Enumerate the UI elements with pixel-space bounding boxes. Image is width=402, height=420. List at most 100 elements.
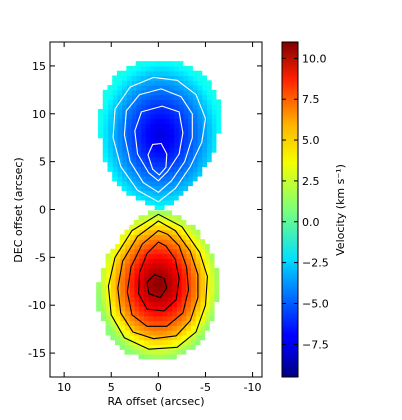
map-pixel (140, 94, 146, 101)
map-pixel (209, 267, 215, 274)
map-pixel (131, 65, 137, 72)
map-pixel (162, 267, 168, 274)
map-pixel (115, 272, 121, 279)
map-pixel (195, 267, 201, 274)
map-pixel (164, 176, 170, 182)
map-pixel (107, 152, 113, 158)
map-pixel (119, 330, 126, 336)
map-pixel (190, 263, 196, 269)
map-pixel (135, 94, 142, 101)
map-pixel (102, 123, 109, 129)
map-pixel (112, 171, 118, 177)
map-pixel (164, 89, 170, 96)
map-pixel (138, 229, 144, 235)
map-pixel (143, 301, 149, 307)
map-pixel (206, 128, 212, 134)
map-pixel (187, 75, 193, 81)
map-pixel (102, 156, 109, 163)
map-pixel (138, 287, 144, 293)
map-pixel (116, 123, 123, 129)
map-pixel (131, 171, 137, 177)
map-pixel (185, 296, 191, 302)
map-pixel (185, 306, 191, 312)
map-pixel (206, 123, 212, 129)
map-pixel (135, 161, 142, 168)
map-pixel (199, 282, 206, 288)
map-pixel (176, 253, 182, 259)
map-pixel (159, 89, 165, 96)
map-pixel (180, 296, 187, 302)
map-pixel (199, 287, 206, 293)
map-pixel (162, 296, 168, 302)
map-pixel (143, 239, 149, 245)
map-pixel (152, 287, 159, 293)
map-pixel (110, 267, 116, 274)
map-pixel (129, 258, 135, 264)
map-pixel (192, 70, 198, 77)
map-pixel (152, 306, 159, 312)
map-pixel (116, 85, 123, 91)
map-pixel (110, 296, 116, 302)
map-pixel (124, 258, 130, 264)
map-pixel (185, 253, 191, 259)
map-pixel (164, 80, 170, 86)
map-pixel (116, 161, 123, 168)
map-pixel (209, 272, 215, 279)
map-pixel (164, 123, 170, 129)
map-pixel (129, 339, 135, 346)
map-pixel (138, 272, 144, 279)
map-pixel (102, 118, 109, 124)
map-pixel (201, 94, 208, 101)
map-pixel (171, 272, 177, 279)
map-pixel (182, 166, 189, 172)
colorbar-tick-label: 7.5 (302, 93, 320, 106)
map-pixel (206, 94, 212, 101)
map-pixel (107, 161, 113, 168)
map-pixel (166, 220, 173, 226)
map-pixel (195, 258, 201, 264)
map-pixel (121, 147, 127, 153)
map-pixel (206, 104, 212, 110)
map-pixel (121, 185, 127, 191)
map-pixel (166, 301, 173, 307)
map-pixel (176, 267, 182, 274)
map-pixel (178, 70, 184, 77)
map-pixel (178, 176, 184, 182)
map-pixel (121, 180, 127, 187)
map-pixel (159, 161, 165, 168)
contour-north-3 (134, 105, 184, 182)
map-pixel (116, 118, 123, 124)
map-pixel (182, 99, 189, 105)
colorbar-gradient (281, 41, 299, 378)
map-pixel (129, 267, 135, 274)
map-pixel (154, 109, 160, 115)
map-pixel (180, 310, 187, 317)
map-pixel (143, 248, 149, 255)
map-pixel (143, 287, 149, 293)
map-pixel (176, 258, 182, 264)
map-pixel (147, 344, 154, 350)
map-pixel (131, 152, 137, 158)
map-pixel (154, 190, 160, 196)
map-pixel (201, 85, 208, 91)
map-pixel (196, 166, 203, 172)
map-pixel (152, 330, 159, 336)
map-pixel (147, 215, 154, 221)
map-pixel (206, 99, 212, 105)
map-pixel (154, 161, 160, 168)
map-pixel (138, 220, 144, 226)
colorbar-tick-label: −7.5 (302, 338, 329, 351)
map-pixel (143, 258, 149, 264)
map-pixel (145, 128, 151, 134)
map-pixel (190, 306, 196, 312)
map-pixel (131, 176, 137, 182)
map-pixel (102, 113, 109, 120)
map-pixel (143, 282, 149, 288)
map-pixel (110, 253, 116, 259)
map-pixel (147, 220, 154, 226)
map-pixel (140, 152, 146, 158)
map-pixel (213, 296, 220, 302)
map-pixel (126, 80, 132, 86)
map-pixel (204, 267, 210, 274)
map-pixel (166, 334, 173, 341)
